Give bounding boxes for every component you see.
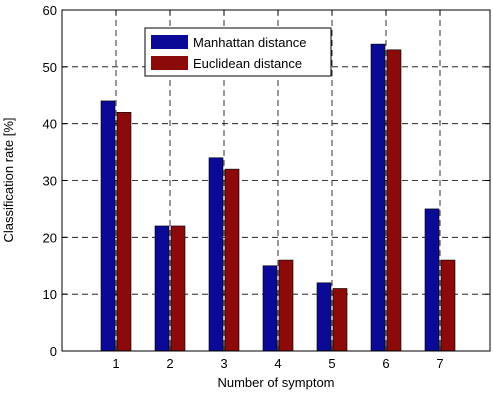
y-tick-label: 10 <box>43 287 57 302</box>
bar-manhattan <box>424 208 440 352</box>
x-tick-label: 1 <box>112 356 119 371</box>
bar-manhattan <box>100 100 116 352</box>
bar-manhattan <box>208 157 224 352</box>
x-tick-label: 3 <box>220 356 227 371</box>
bar-euclidean <box>332 288 348 352</box>
bar-manhattan <box>154 225 170 352</box>
bar-euclidean <box>278 259 294 352</box>
x-tick-label: 6 <box>382 356 389 371</box>
legend-swatch-manhattan <box>151 35 188 49</box>
bar-euclidean <box>116 112 132 352</box>
legend: Manhattan distance Euclidean distance <box>144 27 332 77</box>
bar-euclidean <box>386 49 402 352</box>
bar-manhattan <box>262 265 278 352</box>
x-tick-label: 2 <box>166 356 173 371</box>
bar-manhattan <box>316 282 332 352</box>
x-tick-label: 7 <box>436 356 443 371</box>
y-tick-label: 60 <box>43 3 57 18</box>
legend-label-manhattan: Manhattan distance <box>193 35 306 50</box>
y-tick-label: 20 <box>43 230 57 245</box>
x-tick-label: 5 <box>328 356 335 371</box>
y-tick-label: 50 <box>43 60 57 75</box>
bar-euclidean <box>440 259 456 352</box>
axis-ticks: 0 10 20 30 40 50 60 1 2 3 4 5 6 7 <box>43 3 490 371</box>
y-axis-label: Classification rate [%] <box>1 118 16 243</box>
y-tick-label: 0 <box>50 344 57 359</box>
x-axis-label: Number of symptom <box>217 375 334 390</box>
x-tick-label: 4 <box>274 356 281 371</box>
y-tick-label: 30 <box>43 174 57 189</box>
bar-euclidean <box>224 168 240 352</box>
y-tick-label: 40 <box>43 117 57 132</box>
bar-euclidean <box>170 225 186 352</box>
legend-label-euclidean: Euclidean distance <box>193 56 302 71</box>
legend-swatch-euclidean <box>151 56 188 70</box>
bar-manhattan <box>370 43 386 352</box>
